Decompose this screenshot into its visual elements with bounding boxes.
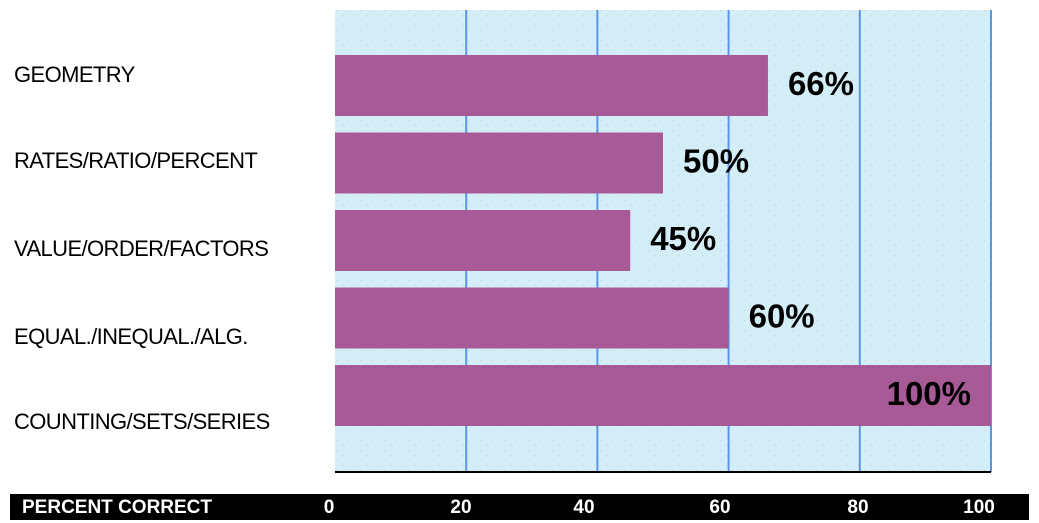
bars [335, 55, 991, 426]
bar-0 [335, 55, 768, 116]
category-label-0: GEOMETRY [14, 62, 136, 87]
category-label-2: VALUE/ORDER/FACTORS [14, 236, 268, 261]
x-tick-label-80: 80 [847, 497, 868, 518]
value-label-2: 45% [650, 220, 716, 257]
bar-3 [335, 287, 729, 349]
category-labels: GEOMETRY RATES/RATIO/PERCENT VALUE/ORDER/F… [14, 62, 270, 434]
category-label-3: EQUAL./INEQUAL./ALG. [14, 324, 248, 349]
x-axis-title: PERCENT CORRECT [22, 497, 212, 518]
value-label-0: 66% [788, 65, 854, 102]
category-label-1: RATES/RATIO/PERCENT [14, 148, 257, 173]
bar-1 [335, 132, 663, 194]
value-label-3: 60% [749, 298, 815, 335]
x-tick-label-0: 0 [324, 497, 335, 518]
x-tick-label-100: 100 [963, 497, 995, 518]
x-tick-labels: 0 20 40 60 80 100 [324, 497, 995, 518]
value-labels: 66% 50% 45% 60% 100% [650, 65, 971, 412]
x-axis-band [10, 494, 1029, 520]
x-tick-label-40: 40 [573, 497, 594, 518]
x-tick-label-60: 60 [709, 497, 730, 518]
x-axis-bar: PERCENT CORRECT 0 20 40 60 80 100 [10, 494, 1029, 520]
value-label-4: 100% [887, 375, 971, 412]
bar-2 [335, 210, 631, 271]
x-tick-label-20: 20 [450, 497, 471, 518]
category-label-4: COUNTING/SETS/SERIES [14, 409, 270, 434]
value-label-1: 50% [683, 143, 749, 180]
bar-4 [335, 365, 991, 426]
